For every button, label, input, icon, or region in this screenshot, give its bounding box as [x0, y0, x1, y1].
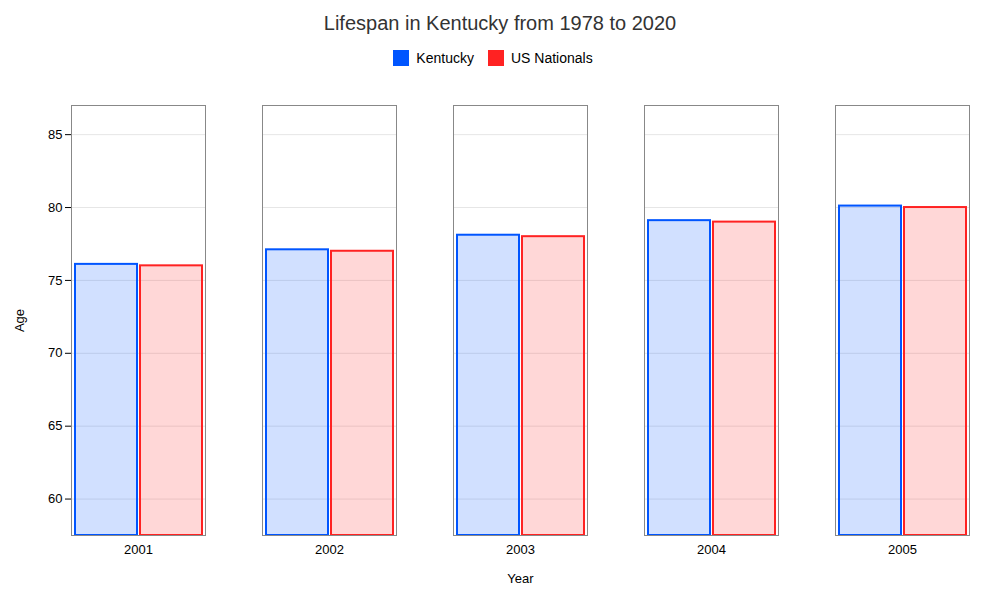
svg-text:85: 85 — [48, 127, 62, 142]
svg-text:75: 75 — [48, 273, 62, 288]
svg-text:Age: Age — [12, 309, 27, 332]
html-text:Lifespan in Kentucky from 1978: Lifespan in Kentucky from 1978 to 2020 — [323, 12, 677, 34]
svg-text:2001: 2001 — [124, 542, 153, 557]
svg-text:2003: 2003 — [506, 542, 535, 557]
html-text:Kentucky: Kentucky — [416, 49, 474, 66]
svg-text:Year: Year — [507, 571, 534, 586]
svg-text:2002: 2002 — [315, 542, 344, 557]
svg-text:2004: 2004 — [697, 542, 726, 557]
html-text:US Nationals: US Nationals — [510, 49, 593, 66]
svg-text:60: 60 — [48, 491, 62, 506]
svg-text:2005: 2005 — [888, 542, 917, 557]
svg-text:65: 65 — [48, 418, 62, 433]
svg-text:70: 70 — [48, 345, 62, 360]
svg-text:80: 80 — [48, 200, 62, 215]
